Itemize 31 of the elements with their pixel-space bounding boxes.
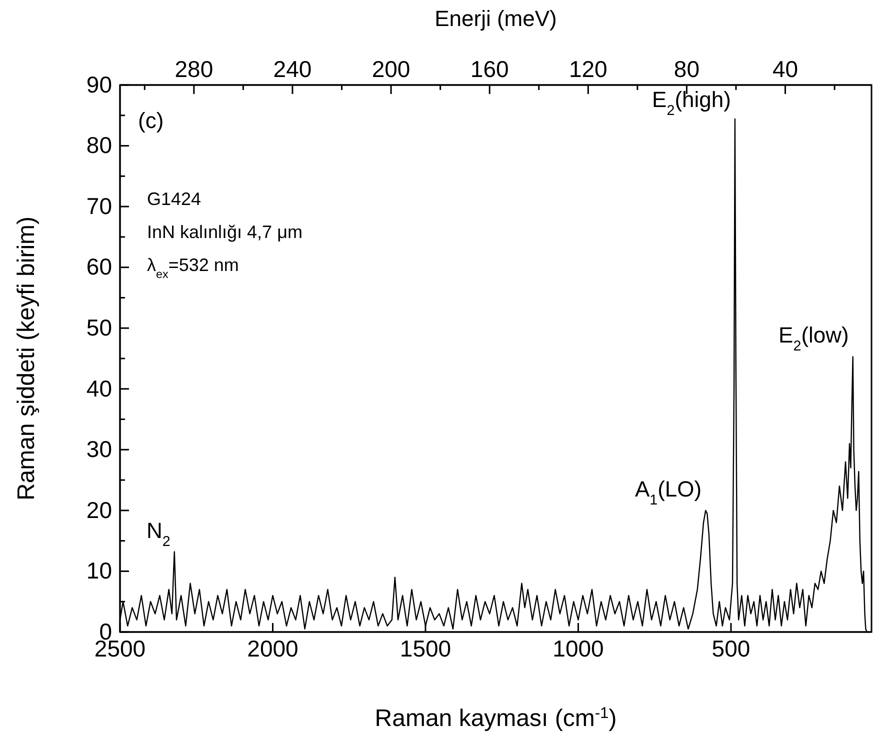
annotation: A$_{1}$(LO) xyxy=(634,476,702,508)
x-tick-label: 2000 xyxy=(247,635,298,662)
x2-tick-label: 200 xyxy=(372,56,410,82)
annotation: E$_{2}$(high) xyxy=(652,87,731,119)
y-axis-title: Raman şiddeti (keyfi birim) xyxy=(13,216,40,501)
x2-tick-label: 80 xyxy=(674,56,700,82)
x-tick-label: 1500 xyxy=(400,635,452,662)
y-tick-label: 40 xyxy=(86,375,112,402)
y-tick-label: 60 xyxy=(86,254,112,280)
x2-tick-label: 280 xyxy=(174,56,214,82)
annotation: E$_{2}$(low) xyxy=(778,322,849,355)
y-tick-label: 90 xyxy=(86,71,112,98)
x2-tick-label: 160 xyxy=(470,56,509,82)
annotation: (c) xyxy=(138,108,164,133)
x2-axis-title: Enerji (meV) xyxy=(434,6,557,31)
x-tick-label: 500 xyxy=(712,635,750,662)
x-tick-label: 1000 xyxy=(552,635,604,662)
y-tick-label: 50 xyxy=(86,314,112,340)
y-tick-label: 70 xyxy=(86,192,112,219)
annotation: λ$_{ex}$=532 nm xyxy=(147,255,239,280)
y-tick-label: 30 xyxy=(86,436,112,462)
annotation: N$_{2}$ xyxy=(146,518,170,550)
annotation: InN kalınlığı 4,7 μm xyxy=(147,222,302,242)
annotation: G1424 xyxy=(147,189,202,209)
y-tick-label: 20 xyxy=(86,496,112,523)
x2-tick-label: 240 xyxy=(273,56,312,82)
y-tick-label: 10 xyxy=(86,558,112,584)
x-axis-title: Raman kayması (cm$^{-1}$) xyxy=(374,704,617,732)
y-tick-label: 80 xyxy=(86,132,112,158)
x2-tick-label: 40 xyxy=(772,56,798,82)
x2-tick-label: 120 xyxy=(568,56,608,82)
